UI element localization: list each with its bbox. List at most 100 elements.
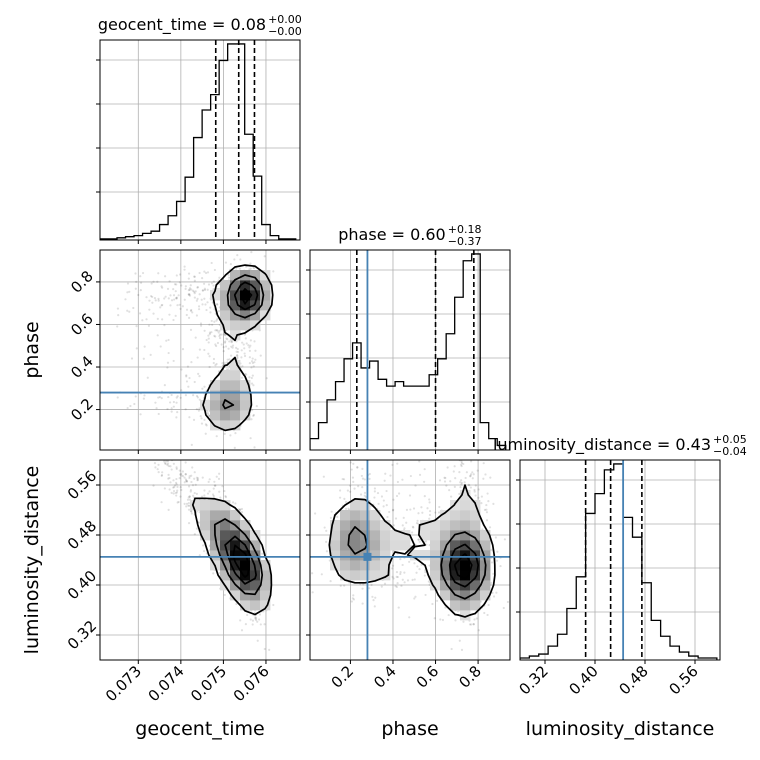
sample-point xyxy=(203,287,207,290)
sample-point xyxy=(159,306,162,309)
sample-point xyxy=(392,524,395,527)
sample-point xyxy=(252,413,255,417)
sample-point xyxy=(185,380,189,383)
density-cell xyxy=(210,410,221,421)
sample-point xyxy=(166,462,170,465)
sample-point xyxy=(210,319,213,323)
sample-point xyxy=(487,603,490,607)
sample-point xyxy=(459,486,462,489)
sample-point xyxy=(183,476,186,479)
sample-point xyxy=(329,580,332,583)
sample-point xyxy=(205,338,208,342)
sample-point xyxy=(198,407,201,410)
sample-point xyxy=(252,414,255,417)
sample-point xyxy=(233,258,236,261)
sample-point xyxy=(477,496,480,499)
density-cell xyxy=(240,310,251,321)
sample-point xyxy=(206,271,210,274)
sample-point xyxy=(191,311,194,314)
sample-point xyxy=(253,446,256,449)
sample-point xyxy=(487,500,490,503)
sample-point xyxy=(189,490,192,493)
y-tick-label: 0.32 xyxy=(64,617,100,653)
sample-point xyxy=(163,487,166,490)
sample-point xyxy=(240,376,244,379)
sample-point xyxy=(176,395,179,398)
sample-point xyxy=(175,483,178,486)
sample-point xyxy=(506,600,509,604)
sample-point xyxy=(139,289,142,292)
sample-point xyxy=(193,275,196,278)
sample-point xyxy=(155,450,157,452)
sample-point xyxy=(417,522,420,525)
sample-point xyxy=(452,470,455,473)
sample-point xyxy=(173,486,176,489)
sample-point xyxy=(207,480,210,483)
sample-point xyxy=(201,303,204,306)
sample-point xyxy=(403,581,406,584)
sample-point xyxy=(196,286,200,289)
sample-point xyxy=(240,356,243,359)
sample-point xyxy=(460,483,463,486)
sample-point xyxy=(391,509,395,512)
sample-point xyxy=(438,479,442,482)
sample-point xyxy=(175,283,178,286)
sample-point xyxy=(459,450,461,452)
density-cell xyxy=(250,550,261,561)
sample-point xyxy=(175,467,178,470)
sample-point xyxy=(172,359,175,363)
sample-point xyxy=(146,376,149,379)
sample-point xyxy=(191,484,195,487)
panel-phase-vs-luminosity_distance: 0.2 0.4 0.6 0.8 xyxy=(306,450,511,692)
sample-point xyxy=(167,473,170,476)
sample-point xyxy=(175,401,178,404)
density-cell xyxy=(240,400,251,411)
sample-point xyxy=(252,365,255,368)
density-cell xyxy=(260,570,271,581)
sample-point xyxy=(167,338,170,342)
sample-point xyxy=(190,308,193,312)
sample-point xyxy=(184,461,187,464)
density-cell xyxy=(220,400,231,411)
y-tick-label: 0.2 xyxy=(67,395,97,425)
density-cell xyxy=(230,360,241,371)
sample-point xyxy=(228,358,231,361)
density-cell xyxy=(240,520,251,531)
sample-point xyxy=(143,345,146,348)
sample-point xyxy=(361,486,364,489)
sample-point xyxy=(216,329,219,332)
sample-point xyxy=(460,460,463,463)
sample-point xyxy=(217,310,221,313)
sample-point xyxy=(460,479,463,482)
sample-point xyxy=(187,385,190,388)
density-cell xyxy=(200,500,211,511)
sample-point xyxy=(184,473,187,476)
sample-point xyxy=(251,357,254,360)
sample-point xyxy=(399,558,402,561)
panel-background xyxy=(310,250,510,450)
sample-point xyxy=(352,462,355,465)
sample-point xyxy=(186,365,190,368)
sample-point xyxy=(472,623,475,626)
sample-point xyxy=(145,296,148,299)
sample-point xyxy=(214,329,217,332)
sample-point xyxy=(187,272,191,275)
sample-point xyxy=(173,298,176,301)
sample-point xyxy=(495,591,498,594)
sample-point xyxy=(234,431,237,435)
sample-point xyxy=(320,573,323,576)
sample-point xyxy=(494,536,497,539)
sample-point xyxy=(181,474,185,478)
sample-point xyxy=(167,464,170,468)
sample-point xyxy=(254,358,257,361)
sample-point xyxy=(203,270,206,273)
sample-point xyxy=(476,469,479,472)
sample-point xyxy=(187,277,190,280)
sample-point xyxy=(236,356,239,359)
density-cell xyxy=(190,500,201,511)
sample-point xyxy=(166,407,169,411)
sample-point xyxy=(193,296,196,299)
sample-point xyxy=(469,473,473,476)
sample-point xyxy=(176,304,179,307)
sample-point xyxy=(412,507,416,510)
